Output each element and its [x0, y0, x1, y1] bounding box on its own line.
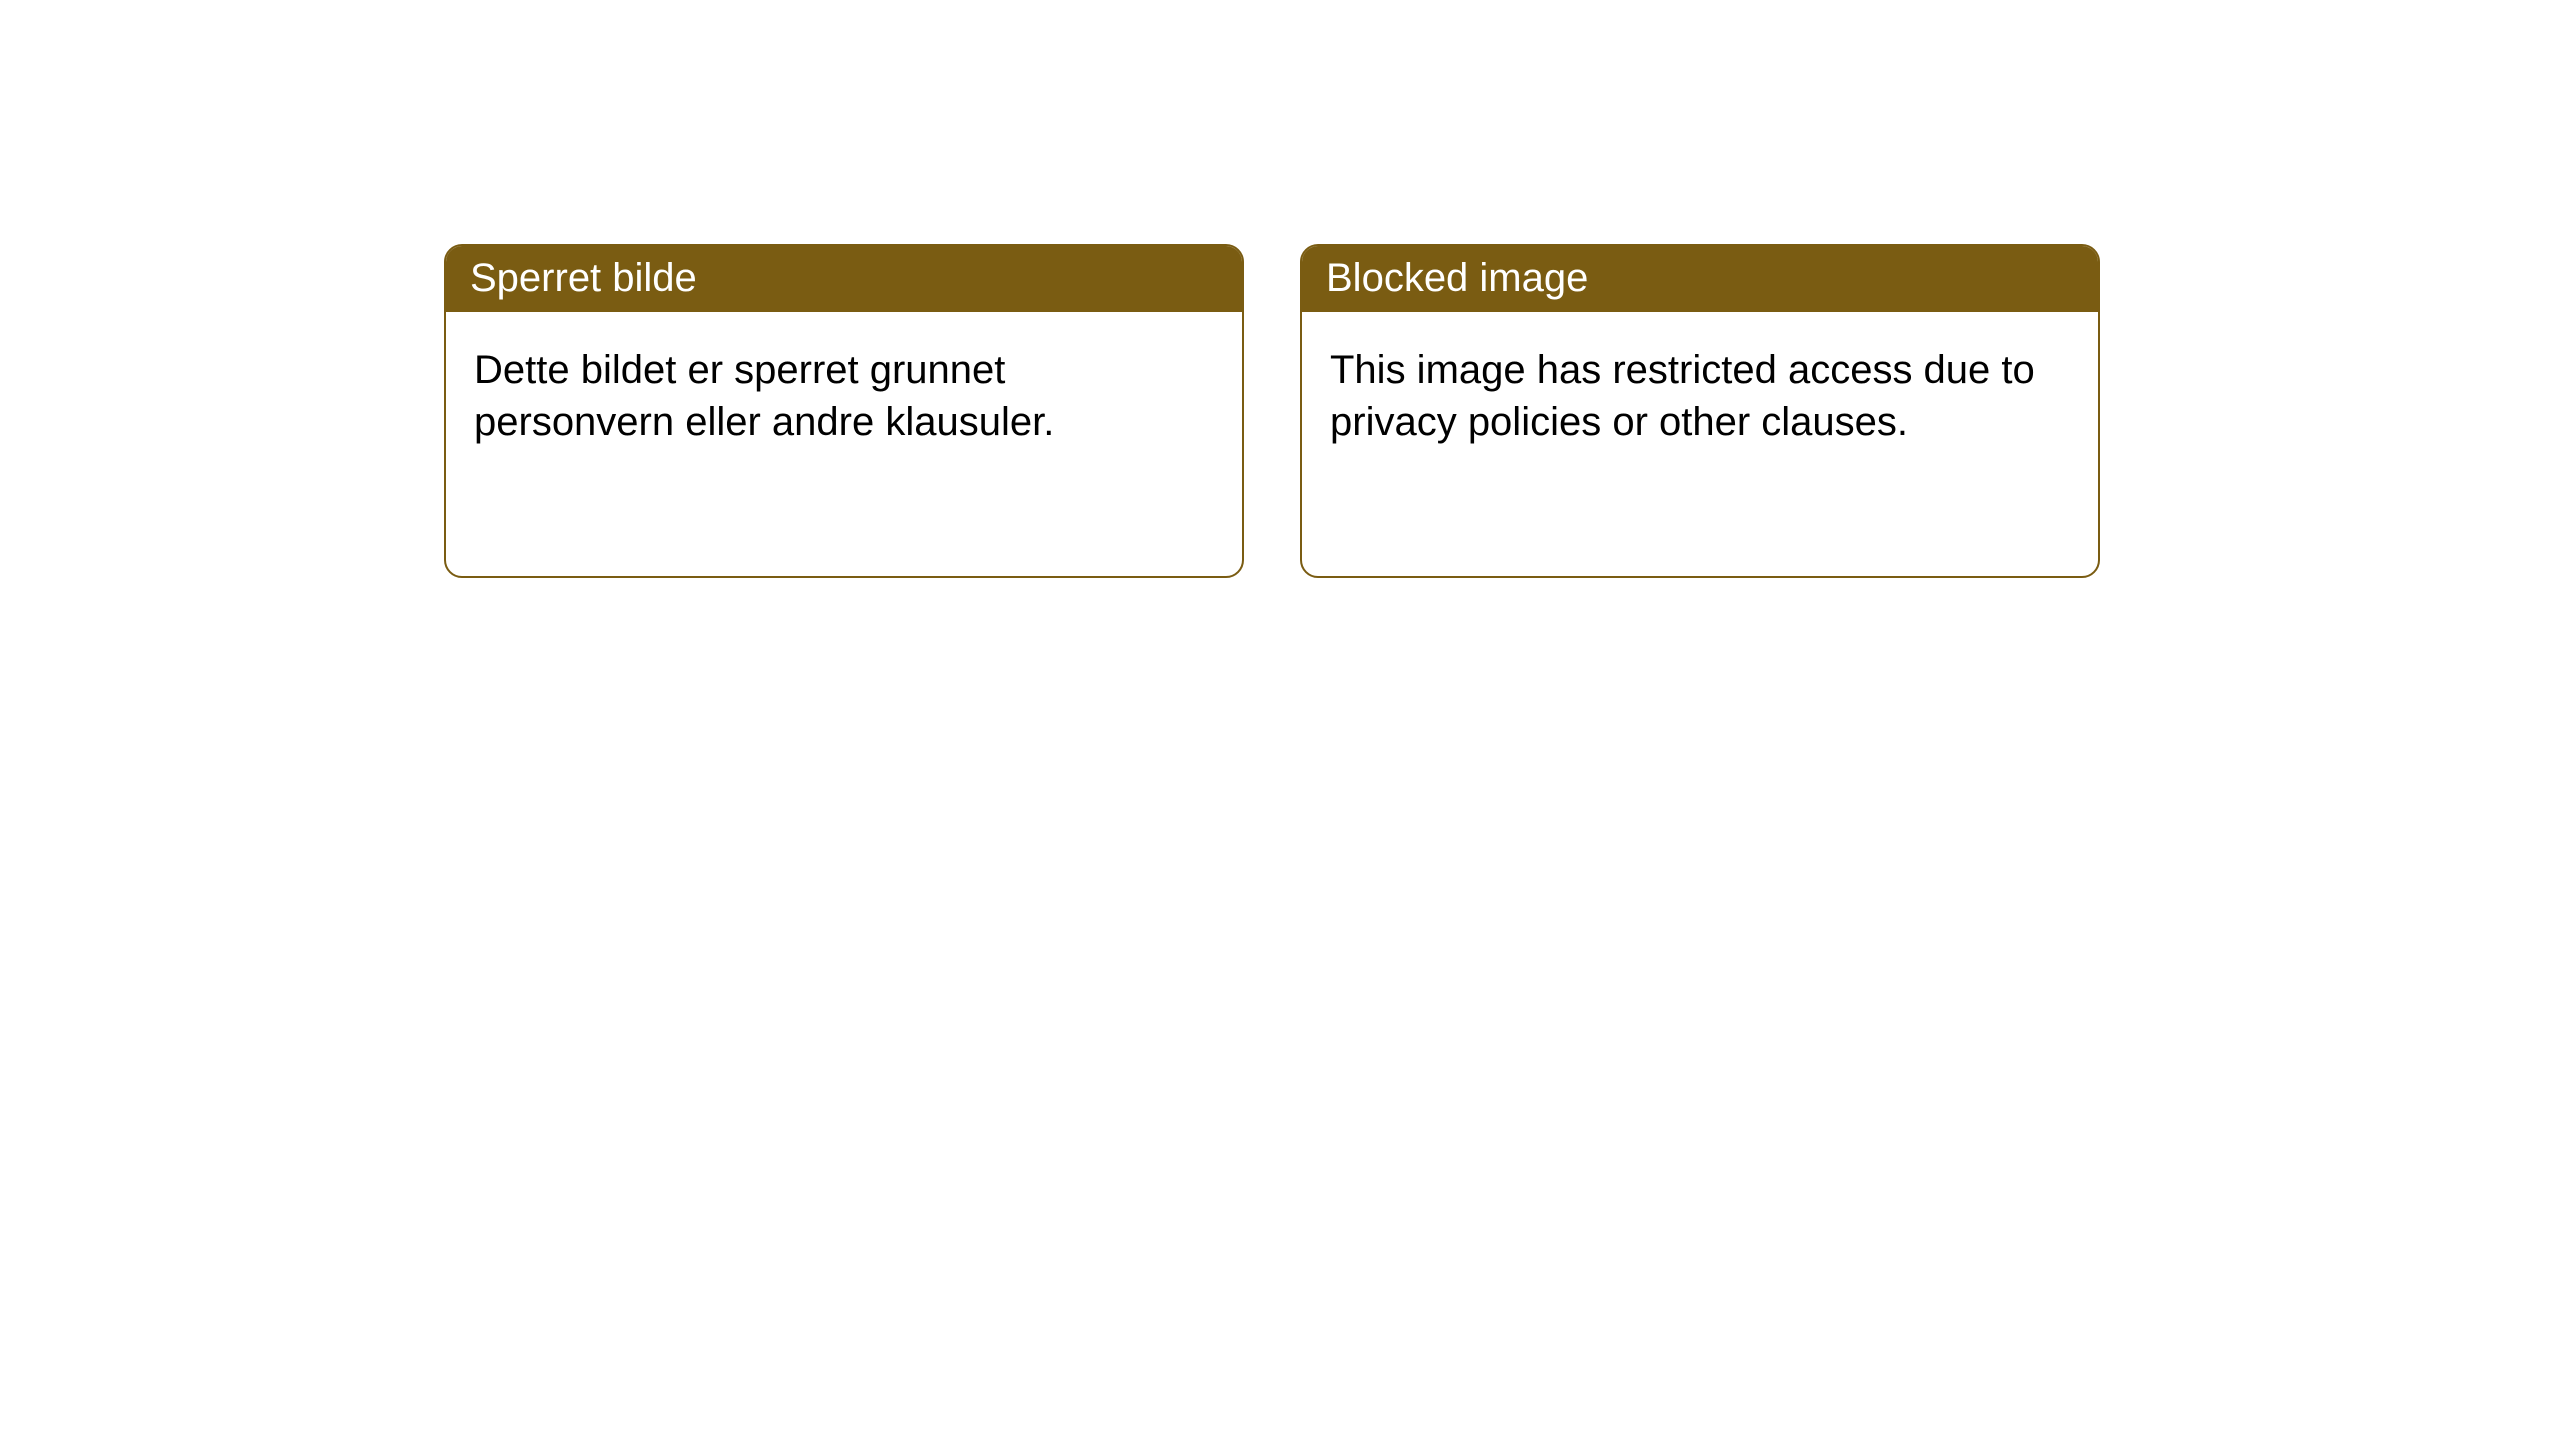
- notice-card-en: Blocked image This image has restricted …: [1300, 244, 2100, 578]
- notice-container: Sperret bilde Dette bildet er sperret gr…: [0, 0, 2560, 578]
- notice-card-body-en: This image has restricted access due to …: [1302, 312, 2098, 576]
- notice-card-title-no: Sperret bilde: [446, 246, 1242, 312]
- notice-card-no: Sperret bilde Dette bildet er sperret gr…: [444, 244, 1244, 578]
- notice-card-body-no: Dette bildet er sperret grunnet personve…: [446, 312, 1242, 576]
- notice-card-title-en: Blocked image: [1302, 246, 2098, 312]
